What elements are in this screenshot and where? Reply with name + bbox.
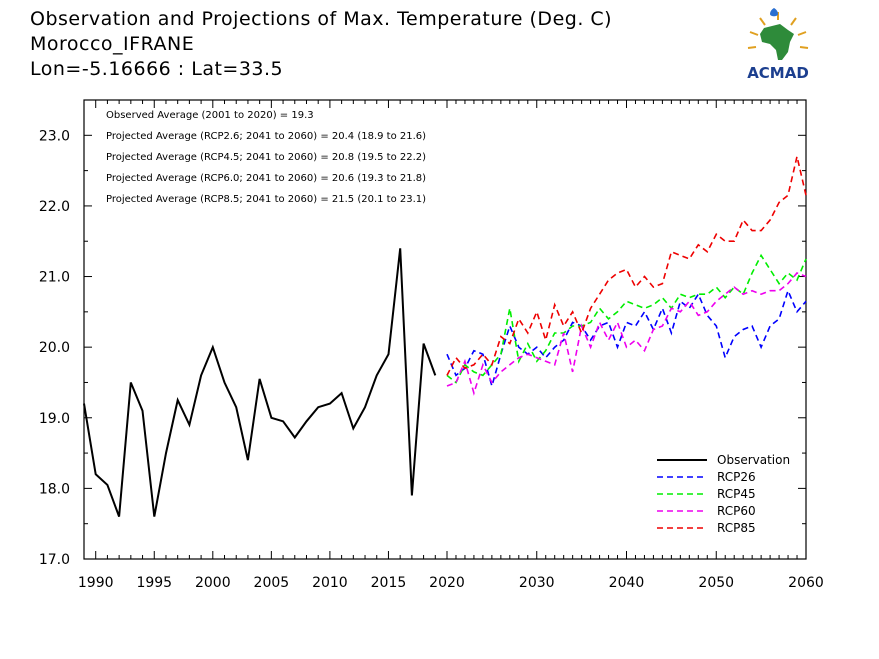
legend-label-rcp60: RCP60 — [717, 504, 756, 518]
y-tick-label: 19.0 — [39, 411, 70, 427]
acmad-logo: ACMAD — [736, 8, 820, 84]
average-annotation: Projected Average (RCP8.5; 2041 to 2060)… — [106, 194, 426, 205]
y-tick-label: 20.0 — [39, 340, 70, 356]
average-annotation: Projected Average (RCP4.5; 2041 to 2060)… — [106, 152, 426, 163]
legend-label-rcp26: RCP26 — [717, 470, 756, 484]
y-tick-label: 18.0 — [39, 481, 70, 497]
x-tick-label: 1990 — [78, 575, 114, 591]
average-annotation: Projected Average (RCP2.6; 2041 to 2060)… — [106, 131, 426, 142]
x-tick-label: 2020 — [429, 575, 465, 591]
chart-title: Observation and Projections of Max. Temp… — [30, 8, 613, 30]
x-tick-label: 2010 — [312, 575, 348, 591]
x-tick-label: 2030 — [519, 575, 555, 591]
average-annotation: Projected Average (RCP6.0; 2041 to 2060)… — [106, 173, 426, 184]
series-line-rcp60 — [446, 272, 807, 396]
y-tick-label: 23.0 — [39, 128, 70, 144]
africa-map-icon — [747, 8, 809, 60]
station-coordinates: Lon=-5.16666 : Lat=33.5 — [30, 58, 284, 80]
x-tick-label: 1995 — [136, 575, 172, 591]
y-tick-label: 22.0 — [39, 199, 70, 215]
x-tick-label: 2015 — [371, 575, 407, 591]
series-line-rcp26 — [446, 288, 807, 389]
series-line-rcp45 — [446, 253, 807, 384]
series-line-observation — [83, 248, 437, 517]
x-tick-label: 2050 — [698, 575, 734, 591]
series-line-rcp85 — [446, 156, 807, 376]
x-tick-label: 2005 — [254, 575, 290, 591]
legend-label-observation: Observation — [717, 453, 790, 467]
legend-label-rcp45: RCP45 — [717, 487, 756, 501]
x-tick-label: 2040 — [609, 575, 645, 591]
plot-frame — [83, 99, 807, 560]
y-tick-label: 21.0 — [39, 270, 70, 286]
x-tick-label: 2000 — [195, 575, 231, 591]
average-annotation: Observed Average (2001 to 2020) = 19.3 — [106, 110, 314, 121]
legend-label-rcp85: RCP85 — [717, 521, 756, 535]
x-tick-label: 2060 — [788, 575, 824, 591]
acmad-logo-text: ACMAD — [747, 64, 809, 82]
y-tick-label: 17.0 — [39, 552, 70, 568]
station-name: Morocco_IFRANE — [30, 33, 195, 55]
